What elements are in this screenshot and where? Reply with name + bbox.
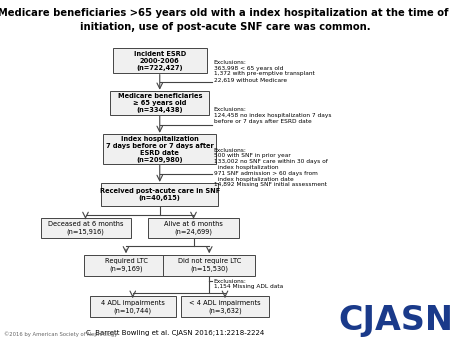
Text: Deceased at 6 months
(n=15,916): Deceased at 6 months (n=15,916)	[48, 221, 123, 235]
FancyBboxPatch shape	[110, 91, 209, 115]
Text: Exclusions:
124,458 no index hospitalization 7 days
before or 7 days after ESRD : Exclusions: 124,458 no index hospitaliza…	[214, 107, 331, 124]
Text: Alive at 6 months
(n=24,699): Alive at 6 months (n=24,699)	[164, 221, 223, 235]
Text: Exclusions:
1,154 Missing ADL data: Exclusions: 1,154 Missing ADL data	[214, 279, 283, 289]
FancyBboxPatch shape	[101, 183, 218, 206]
Text: Exclusions:
500 with SNF in prior year
133,002 no SNF care within 30 days of
  i: Exclusions: 500 with SNF in prior year 1…	[214, 148, 328, 188]
Text: C. Barrett Bowling et al. CJASN 2016;11:2218-2224: C. Barrett Bowling et al. CJASN 2016;11:…	[86, 330, 264, 336]
Text: 4 ADL impairments
(n=10,744): 4 ADL impairments (n=10,744)	[101, 300, 165, 314]
Text: initiation, use of post-acute SNF care was common.: initiation, use of post-acute SNF care w…	[80, 22, 370, 32]
Text: Incident ESRD
2000-2006
(n=722,427): Incident ESRD 2000-2006 (n=722,427)	[134, 51, 186, 71]
Text: Received post-acute care in SNF
(n=40,615): Received post-acute care in SNF (n=40,61…	[99, 188, 220, 201]
FancyBboxPatch shape	[181, 296, 269, 317]
FancyBboxPatch shape	[90, 296, 176, 317]
Text: Did not require LTC
(n=15,530): Did not require LTC (n=15,530)	[178, 258, 241, 272]
Text: CJASN: CJASN	[338, 304, 450, 337]
Text: ©2016 by American Society of Nephrology: ©2016 by American Society of Nephrology	[4, 331, 118, 337]
Text: < 4 ADL impairments
(n=3,632): < 4 ADL impairments (n=3,632)	[189, 300, 261, 314]
Text: Exclusions:
363,998 < 65 years old
1,372 with pre-emptive transplant
22,619 with: Exclusions: 363,998 < 65 years old 1,372…	[214, 60, 315, 82]
Text: Index hospitalization
7 days before or 7 days after
ESRD date
(n=209,980): Index hospitalization 7 days before or 7…	[106, 136, 214, 163]
Text: Among Medicare beneficiaries >65 years old with a index hospitalization at the t: Among Medicare beneficiaries >65 years o…	[0, 8, 450, 19]
Text: Medicare beneficiaries
≥ 65 years old
(n=334,438): Medicare beneficiaries ≥ 65 years old (n…	[117, 93, 202, 113]
FancyBboxPatch shape	[112, 48, 207, 73]
FancyBboxPatch shape	[85, 255, 168, 275]
FancyBboxPatch shape	[148, 218, 238, 238]
FancyBboxPatch shape	[104, 134, 216, 164]
FancyBboxPatch shape	[163, 255, 256, 275]
Text: Required LTC
(n=9,169): Required LTC (n=9,169)	[104, 258, 148, 272]
FancyBboxPatch shape	[40, 218, 130, 238]
